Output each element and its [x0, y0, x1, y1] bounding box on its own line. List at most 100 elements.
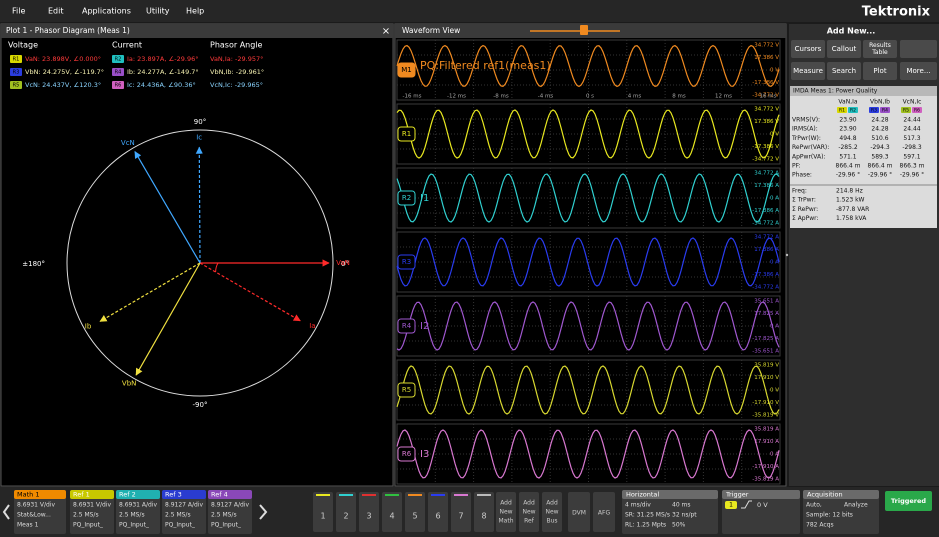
- table-value: 24.28: [871, 117, 888, 124]
- channel-button[interactable]: [359, 492, 379, 532]
- trigger-settings[interactable]: [722, 490, 800, 534]
- voltage-reading: VcN: 24.437V, ∠120.3°: [25, 81, 101, 89]
- trace-badge[interactable]: [397, 190, 416, 206]
- badge-label: R2: [850, 108, 856, 114]
- phase-angle-reading: VcN,Ic: -29.965°: [210, 81, 263, 89]
- phasor-label: Ia: [309, 322, 315, 330]
- trigger-source-badge: [725, 501, 737, 509]
- acquisition-settings-title: Acquisition: [807, 491, 843, 499]
- column-header: Voltage: [8, 41, 38, 50]
- phasor-circle: [66, 129, 334, 397]
- table-value: 23.90: [839, 117, 856, 124]
- button-label: More...: [906, 67, 930, 75]
- scroll-left[interactable]: [2, 504, 10, 520]
- trace-annotation: I2: [420, 321, 429, 332]
- channel-setting: PQ_Input_: [119, 522, 150, 529]
- add-new-label: Add New...: [827, 27, 876, 36]
- button-label: Measure: [793, 67, 823, 75]
- badge-label: R6: [914, 108, 920, 114]
- current-reading: Ic: 24.436A, ∠90.36°: [127, 81, 196, 89]
- menu-item[interactable]: Help: [186, 7, 204, 16]
- channel-button[interactable]: [382, 492, 402, 532]
- channel-button[interactable]: [336, 492, 356, 532]
- scale-label: 34.772 V: [754, 43, 779, 49]
- column-header: Current: [112, 41, 142, 50]
- menu-item[interactable]: Edit: [48, 7, 64, 16]
- channel-button[interactable]: [313, 492, 333, 532]
- table-value: -298.3: [902, 144, 922, 151]
- acquisition-setting: Sample: 12 bits: [806, 512, 853, 519]
- channel-badge[interactable]: [70, 490, 114, 534]
- phasor-label: VcN: [121, 139, 135, 147]
- action-button[interactable]: [791, 62, 825, 80]
- channel-button[interactable]: [428, 492, 448, 532]
- trace-badge-label: M1: [401, 66, 412, 74]
- add-new-button[interactable]: [496, 492, 516, 532]
- action-button[interactable]: [827, 62, 861, 80]
- scale-label: 0 V: [770, 132, 779, 138]
- add-new-button[interactable]: [542, 492, 562, 532]
- add-new-label: New: [545, 509, 558, 516]
- table-value: 866.4 m: [836, 163, 861, 170]
- channel-button[interactable]: [474, 492, 494, 532]
- waveform-trace: [396, 109, 780, 159]
- horizontal-setting: SR: 31.25 MS/s: [625, 512, 670, 519]
- trace-badge[interactable]: [397, 254, 416, 270]
- brand-logo: Tektronix: [862, 5, 931, 20]
- tool-button[interactable]: [568, 492, 590, 532]
- scale-label: 17.386 V: [754, 119, 779, 125]
- horizontal-settings[interactable]: [622, 490, 718, 534]
- channel-button[interactable]: [405, 492, 425, 532]
- badge: [112, 68, 124, 76]
- badge-label: R3: [871, 108, 877, 114]
- channel-badge[interactable]: [116, 490, 160, 534]
- trace-badge[interactable]: [397, 62, 416, 78]
- channel-badge[interactable]: [162, 490, 206, 534]
- action-button[interactable]: [827, 40, 861, 58]
- scale-label: 34.772 A: [754, 171, 779, 177]
- summary-label: Σ TrPwr:: [792, 197, 816, 204]
- action-button[interactable]: [791, 40, 825, 58]
- phasor-vector: [199, 262, 301, 322]
- acquisition-settings[interactable]: [803, 490, 879, 534]
- table-value: 24.44: [903, 126, 920, 133]
- table-value: 24.28: [871, 126, 888, 133]
- trace-badge[interactable]: [397, 126, 416, 142]
- badge: [837, 107, 847, 113]
- menu-item[interactable]: Utility: [146, 7, 170, 16]
- add-new-button[interactable]: [519, 492, 539, 532]
- row-label: ApPwr(VA):: [792, 153, 825, 160]
- action-button[interactable]: [900, 62, 937, 80]
- acquisition-settings-header: [803, 490, 879, 499]
- acquisition-setting: Analyze: [844, 502, 868, 509]
- horizontal-setting: 32 ns/pt: [672, 512, 697, 519]
- status-label: Triggered: [891, 497, 926, 505]
- tool-button[interactable]: [593, 492, 615, 532]
- angle-label: 90°: [194, 118, 206, 126]
- table-value: 23.90: [839, 126, 856, 133]
- close-button[interactable]: ×: [382, 26, 390, 37]
- row-label: PF:: [792, 163, 801, 170]
- trace-badge[interactable]: [397, 318, 416, 334]
- add-new-label: Bus: [546, 518, 557, 525]
- channel-button[interactable]: [451, 492, 471, 532]
- scale-label: -35.819 A: [752, 477, 779, 483]
- icon-button[interactable]: [900, 40, 937, 58]
- menu-item[interactable]: File: [12, 7, 25, 16]
- channel-button-label: 7: [458, 512, 463, 521]
- scroll-right[interactable]: [259, 504, 268, 520]
- channel-badge[interactable]: [14, 490, 66, 534]
- table-value: -285.2: [838, 144, 858, 151]
- horizontal-setting: 50%: [672, 522, 686, 529]
- channel-badge[interactable]: [208, 490, 252, 534]
- menu-item[interactable]: Applications: [82, 7, 131, 16]
- channel-setting: 8.6931 V/div: [17, 502, 56, 509]
- trigger-marker: [580, 25, 588, 35]
- trace-badge[interactable]: [397, 446, 416, 462]
- badge: [112, 55, 124, 63]
- trace-badge[interactable]: [397, 382, 416, 398]
- action-button[interactable]: [863, 62, 897, 80]
- action-button[interactable]: [863, 40, 897, 58]
- column-header: VcN,Ic: [903, 99, 922, 106]
